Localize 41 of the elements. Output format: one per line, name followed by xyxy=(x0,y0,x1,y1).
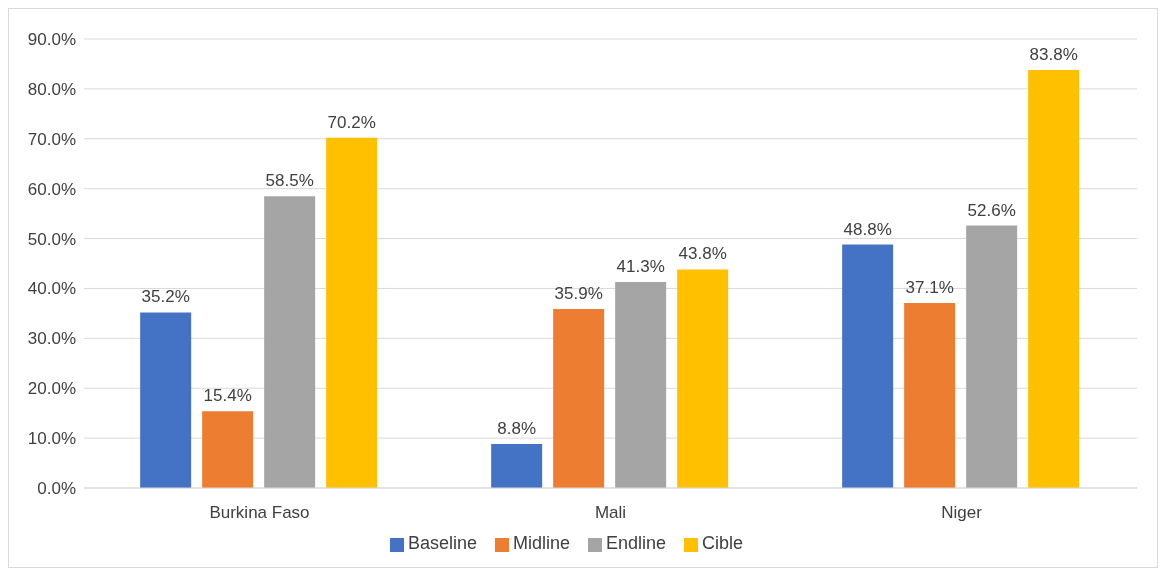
data-label: 48.8% xyxy=(843,219,892,239)
y-tick-label: 10.0% xyxy=(27,429,76,449)
bar xyxy=(491,444,543,488)
data-label: 70.2% xyxy=(327,112,376,132)
legend-label: Baseline xyxy=(407,533,477,553)
x-tick-label: Burkina Faso xyxy=(209,503,310,523)
data-label: 35.9% xyxy=(554,283,603,303)
y-tick-label: 50.0% xyxy=(27,229,76,249)
data-label: 52.6% xyxy=(967,200,1016,220)
legend-label: Endline xyxy=(606,533,667,553)
y-tick-label: 40.0% xyxy=(27,279,76,299)
data-label: 35.2% xyxy=(141,287,190,307)
bar xyxy=(842,244,894,488)
y-tick-label: 30.0% xyxy=(27,329,76,349)
bar xyxy=(677,269,729,488)
bar xyxy=(966,225,1018,488)
data-label: 15.4% xyxy=(203,386,252,406)
y-tick-label: 0.0% xyxy=(37,479,76,499)
x-tick-label: Mali xyxy=(594,503,627,523)
legend-label: Cible xyxy=(702,533,744,553)
bar xyxy=(202,411,254,488)
bar xyxy=(140,312,192,488)
bar xyxy=(1028,69,1080,488)
y-tick-label: 60.0% xyxy=(27,179,76,199)
y-tick-label: 20.0% xyxy=(27,379,76,399)
bar xyxy=(615,281,667,488)
data-label: 37.1% xyxy=(905,277,954,297)
bar xyxy=(553,308,605,488)
bar xyxy=(264,196,316,488)
data-label: 83.8% xyxy=(1029,44,1078,64)
bar xyxy=(904,302,956,488)
data-label: 8.8% xyxy=(497,419,537,439)
legend-label: Midline xyxy=(512,533,570,553)
data-label: 58.5% xyxy=(265,171,314,191)
bar xyxy=(326,137,378,488)
y-tick-label: 90.0% xyxy=(27,30,76,50)
data-label: 43.8% xyxy=(678,244,727,264)
x-tick-label: Niger xyxy=(941,503,983,523)
y-tick-label: 80.0% xyxy=(27,79,76,99)
y-tick-label: 70.0% xyxy=(27,129,76,149)
data-label: 41.3% xyxy=(616,256,665,276)
